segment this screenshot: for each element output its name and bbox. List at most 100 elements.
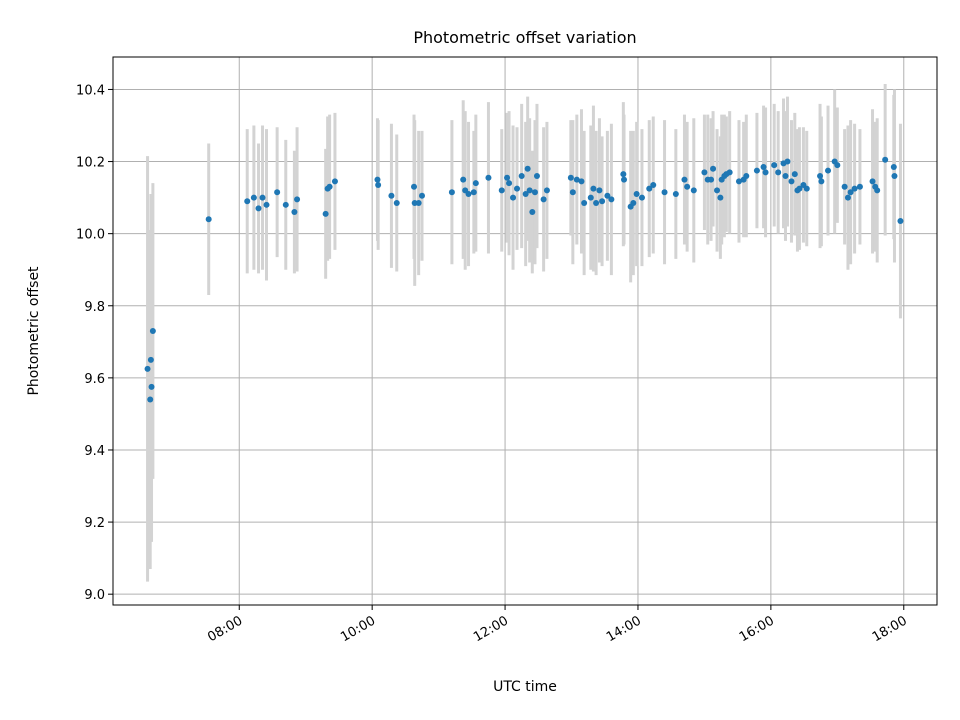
data-point — [672, 191, 679, 197]
x-axis-label: UTC time — [493, 679, 557, 695]
data-point — [630, 200, 637, 207]
data-point — [144, 365, 151, 372]
plot-frame — [112, 56, 938, 606]
data-point — [148, 383, 155, 390]
data-point — [762, 169, 769, 176]
data-point — [419, 192, 425, 199]
y-tick-label: 9.8 — [84, 300, 105, 315]
data-point — [621, 176, 628, 183]
data-point — [714, 187, 721, 194]
data-point — [526, 187, 533, 194]
data-point — [587, 194, 594, 201]
data-point — [701, 169, 708, 176]
data-point — [448, 189, 455, 196]
data-point — [472, 180, 479, 187]
data-point — [393, 200, 400, 207]
data-point — [760, 163, 767, 170]
data-point — [244, 198, 251, 205]
data-point — [646, 185, 653, 192]
data-point — [796, 185, 803, 192]
data-point — [708, 176, 715, 183]
data-point — [147, 396, 154, 403]
data-point — [817, 172, 824, 179]
data-point — [620, 171, 627, 178]
data-point — [681, 176, 688, 183]
data-point — [847, 189, 854, 196]
data-point — [856, 183, 863, 190]
data-point — [374, 176, 381, 183]
data-point — [533, 172, 540, 179]
data-point — [578, 178, 585, 185]
data-point — [782, 172, 789, 179]
y-tick-label: 10.2 — [76, 156, 105, 171]
data-point — [540, 196, 547, 203]
data-point — [684, 183, 691, 190]
data-point — [573, 176, 580, 183]
data-point — [897, 218, 904, 225]
data-point — [460, 176, 467, 183]
data-point — [255, 205, 262, 212]
data-point — [510, 194, 517, 201]
y-tick-label: 10.4 — [76, 83, 105, 98]
data-point — [326, 183, 333, 190]
data-point — [543, 187, 550, 194]
data-point — [581, 200, 588, 207]
y-axis-label: Photometric offset — [26, 266, 42, 396]
data-point — [590, 185, 597, 192]
data-point — [506, 180, 513, 187]
data-point — [470, 189, 477, 196]
data-point — [375, 181, 382, 188]
data-point — [498, 187, 505, 194]
data-point — [825, 167, 832, 174]
data-point — [690, 187, 697, 194]
chart-title: Photometric offset variation — [413, 28, 636, 47]
data-point — [465, 191, 472, 197]
data-point — [638, 194, 645, 201]
data-point — [890, 163, 897, 170]
data-point — [514, 185, 521, 192]
data-point — [604, 192, 611, 199]
data-point — [735, 178, 742, 185]
y-tick-label: 10.0 — [76, 228, 105, 243]
data-point — [650, 181, 657, 188]
data-point — [743, 172, 750, 179]
data-point — [869, 178, 876, 185]
data-point — [784, 158, 791, 165]
data-point — [599, 198, 606, 205]
data-point — [504, 174, 511, 181]
data-point — [775, 169, 782, 176]
data-point — [874, 187, 881, 194]
data-point — [818, 178, 825, 185]
data-point — [411, 183, 418, 190]
data-point — [250, 194, 257, 201]
data-point — [282, 201, 289, 208]
data-point — [596, 187, 603, 194]
data-point — [633, 191, 640, 197]
data-point — [844, 194, 851, 201]
data-point — [531, 189, 538, 196]
data-point — [791, 171, 798, 178]
data-point — [529, 209, 536, 216]
data-point — [771, 162, 778, 169]
data-point — [882, 156, 889, 163]
data-point — [788, 178, 795, 185]
data-point — [331, 178, 338, 185]
data-point — [726, 169, 733, 176]
data-point — [388, 192, 395, 199]
data-point — [294, 196, 301, 203]
y-tick-label: 9.4 — [84, 444, 105, 459]
data-point — [522, 191, 529, 197]
y-tick-label: 9.0 — [84, 588, 105, 603]
data-points — [144, 156, 904, 403]
data-point — [717, 194, 724, 201]
data-point — [291, 209, 298, 216]
data-point — [567, 174, 574, 181]
data-point — [274, 189, 281, 196]
data-point — [259, 194, 266, 201]
data-point — [593, 200, 600, 207]
data-point — [841, 183, 848, 190]
data-point — [851, 185, 858, 192]
data-point — [661, 189, 668, 196]
